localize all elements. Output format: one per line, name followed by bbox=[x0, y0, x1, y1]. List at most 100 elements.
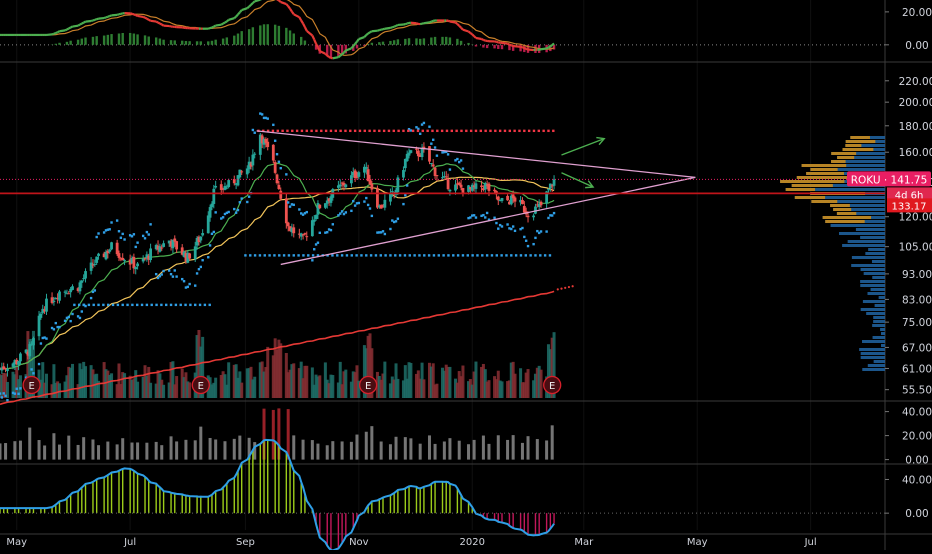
candle-body bbox=[540, 202, 543, 205]
macd-line-segment bbox=[482, 39, 484, 40]
volume-oscillator-bar bbox=[473, 440, 476, 460]
sar-dot bbox=[495, 222, 497, 224]
volume-oscillator-bar bbox=[136, 442, 139, 459]
sar-dot bbox=[235, 212, 237, 214]
macd-histogram-bar bbox=[263, 24, 265, 45]
macd-line-segment bbox=[82, 23, 84, 24]
volume-bar bbox=[487, 380, 490, 398]
candle-body bbox=[149, 248, 152, 260]
macd-line-segment bbox=[294, 14, 300, 17]
volume-bar bbox=[540, 370, 543, 398]
macd-line-segment bbox=[355, 42, 357, 44]
volume-profile-bar bbox=[862, 368, 885, 371]
candle-body bbox=[302, 234, 305, 235]
macd-histogram-bar bbox=[497, 45, 499, 49]
resistance-dot bbox=[426, 130, 428, 132]
candle-body bbox=[225, 188, 228, 189]
sar-dot bbox=[293, 204, 295, 206]
candle-body bbox=[315, 215, 318, 219]
macd-line-segment bbox=[469, 32, 471, 34]
sar-dot bbox=[278, 161, 280, 163]
candle-body bbox=[357, 172, 360, 177]
volume-oscillator-bar bbox=[28, 428, 31, 460]
prior-support-dot bbox=[141, 304, 143, 306]
resistance-dot bbox=[373, 130, 375, 132]
resistance-dot bbox=[422, 130, 424, 132]
macd-line-segment bbox=[91, 20, 93, 21]
resistance-dot bbox=[518, 130, 520, 132]
candle-body bbox=[209, 207, 212, 218]
macd-line-segment bbox=[223, 23, 225, 24]
sar-dot bbox=[475, 216, 477, 218]
sar-dot bbox=[512, 225, 514, 227]
volume-profile-bar bbox=[868, 364, 885, 367]
support-dot bbox=[375, 254, 377, 256]
macd-line-segment bbox=[104, 17, 106, 18]
earnings-marker-label: E bbox=[28, 381, 34, 392]
prior-support-dot bbox=[122, 304, 124, 306]
macd-line-segment bbox=[550, 45, 552, 46]
candle-body bbox=[458, 183, 461, 185]
volume-profile-value-area bbox=[846, 140, 876, 143]
macd-line-segment bbox=[99, 18, 105, 19]
volume-bar bbox=[331, 375, 334, 398]
price-tick-label: 180.00 bbox=[899, 121, 932, 133]
macd-line-segment bbox=[138, 16, 144, 17]
macd-line-segment bbox=[511, 45, 513, 46]
sar-dot bbox=[540, 230, 542, 232]
sar-dot bbox=[313, 248, 315, 250]
resistance-dot bbox=[552, 130, 554, 132]
volume-oscillator-bar bbox=[19, 441, 22, 460]
sar-dot bbox=[3, 392, 5, 394]
support-dot bbox=[409, 254, 411, 256]
sar-dot bbox=[53, 328, 55, 330]
sar-dot bbox=[64, 320, 66, 322]
volume-profile-bar bbox=[879, 296, 885, 299]
sar-dot bbox=[382, 230, 384, 232]
macd-histogram-bar bbox=[77, 40, 79, 45]
macd-histogram-bar bbox=[393, 40, 395, 45]
candle-body bbox=[162, 243, 165, 247]
sar-dot bbox=[521, 227, 523, 229]
prior-support-dot bbox=[194, 304, 196, 306]
macd-histogram-bar bbox=[493, 45, 495, 49]
macd-line-segment bbox=[405, 23, 407, 24]
macd-line-segment bbox=[312, 35, 314, 39]
sar-dot bbox=[194, 284, 196, 286]
volume-oscillator-bar bbox=[302, 440, 305, 460]
volume-profile-bar bbox=[874, 360, 885, 363]
candle-body bbox=[121, 258, 124, 260]
macd-pane bbox=[0, 0, 885, 58]
candle-body bbox=[51, 297, 54, 303]
support-dot bbox=[457, 254, 459, 256]
volume-oscillator-bar bbox=[409, 438, 412, 459]
macd-histogram-bar bbox=[211, 41, 213, 45]
sar-dot bbox=[6, 399, 8, 401]
volume-oscillator-bar bbox=[13, 441, 16, 459]
volume-bar bbox=[435, 384, 438, 398]
sar-dot bbox=[196, 272, 198, 274]
sar-dot bbox=[332, 223, 334, 225]
sar-dot bbox=[222, 216, 224, 218]
support-dot bbox=[525, 254, 527, 256]
macd-line-segment bbox=[422, 23, 424, 24]
macd-histogram-bar bbox=[419, 39, 421, 45]
support-dot bbox=[312, 254, 314, 256]
sar-dot bbox=[94, 289, 96, 291]
macd-line-segment bbox=[242, 8, 248, 10]
volume-profile-value-area bbox=[811, 200, 837, 203]
macd-histogram-bar bbox=[482, 45, 484, 48]
support-dot bbox=[467, 254, 469, 256]
volume-oscillator-bar bbox=[389, 444, 392, 459]
resistance-dot bbox=[383, 130, 385, 132]
volume-bar bbox=[461, 366, 464, 398]
macd-line-segment bbox=[136, 15, 138, 16]
support-dot bbox=[346, 254, 348, 256]
sar-dot bbox=[514, 230, 516, 232]
macd-histogram-bar bbox=[148, 36, 150, 44]
candle-body bbox=[436, 175, 439, 176]
macd-histogram-bar bbox=[69, 41, 71, 45]
sar-dot bbox=[187, 286, 189, 288]
macd-line-segment bbox=[396, 25, 398, 26]
